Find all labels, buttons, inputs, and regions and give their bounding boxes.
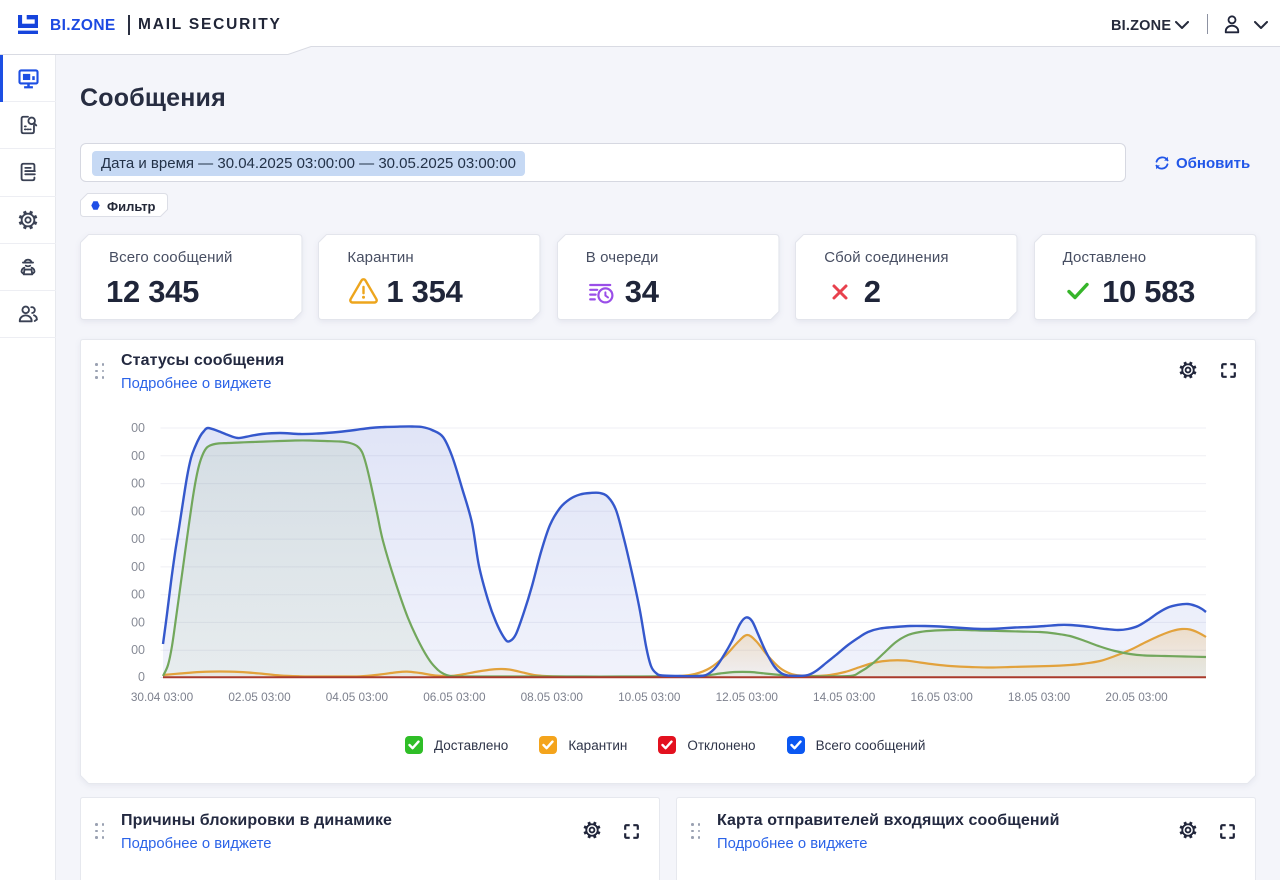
svg-text:16.05 03:00: 16.05 03:00 (911, 690, 974, 704)
svg-text:0: 0 (138, 670, 145, 684)
svg-text:00: 00 (131, 504, 145, 518)
svg-text:10.05 03:00: 10.05 03:00 (618, 690, 681, 704)
svg-text:00: 00 (131, 560, 145, 574)
svg-text:08.05 03:00: 08.05 03:00 (521, 690, 584, 704)
svg-text:18.05 03:00: 18.05 03:00 (1008, 690, 1071, 704)
svg-text:00: 00 (131, 588, 145, 602)
svg-text:14.05 03:00: 14.05 03:00 (813, 690, 876, 704)
svg-text:20.05 03:00: 20.05 03:00 (1105, 690, 1168, 704)
svg-text:00: 00 (131, 477, 145, 491)
svg-text:06.05 03:00: 06.05 03:00 (423, 690, 486, 704)
svg-text:00: 00 (131, 421, 145, 435)
svg-text:30.04 03:00: 30.04 03:00 (131, 690, 194, 704)
svg-text:00: 00 (131, 615, 145, 629)
svg-text:04.05 03:00: 04.05 03:00 (326, 690, 389, 704)
svg-text:00: 00 (131, 532, 145, 546)
svg-text:12.05 03:00: 12.05 03:00 (716, 690, 779, 704)
svg-text:00: 00 (131, 643, 145, 657)
svg-text:02.05 03:00: 02.05 03:00 (228, 690, 291, 704)
svg-text:00: 00 (131, 449, 145, 463)
